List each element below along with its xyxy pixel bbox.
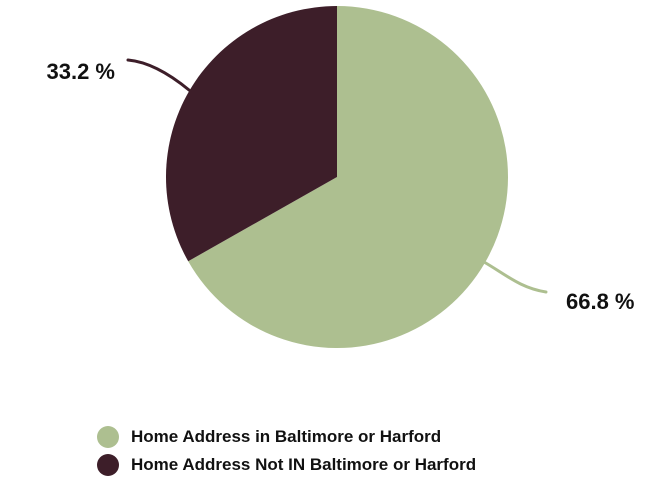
legend-swatch-not-baltimore-harford: [97, 454, 119, 476]
pie-slice-baltimore-harford[interactable]: [188, 6, 509, 348]
leader-line-baltimore-harford: [482, 260, 548, 294]
pie-slice-not-baltimore-harford[interactable]: [166, 6, 337, 262]
legend-item-baltimore-harford[interactable]: Home Address in Baltimore or Harford: [97, 423, 476, 451]
legend-label-not-baltimore-harford: Home Address Not IN Baltimore or Harford: [131, 455, 477, 474]
pct-label-not-baltimore-harford: 33.2 %: [47, 59, 116, 84]
legend-label-baltimore-harford: Home Address in Baltimore or Harford: [131, 427, 442, 446]
legend-item-not-baltimore-harford[interactable]: Home Address Not IN Baltimore or Harford: [97, 451, 476, 479]
legend-swatch-baltimore-harford: [97, 426, 119, 448]
pct-label-baltimore-harford: 66.8 %: [566, 289, 635, 314]
legend: Home Address in Baltimore or Harford Hom…: [97, 423, 476, 479]
leader-line-not-baltimore-harford: [126, 58, 191, 92]
